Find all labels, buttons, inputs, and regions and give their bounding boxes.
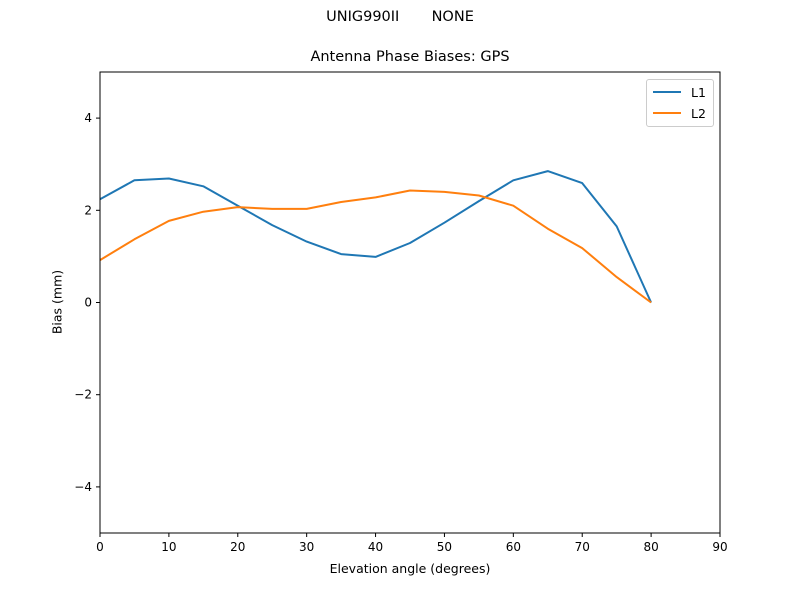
legend-item-l1: L1: [653, 84, 706, 100]
x-tick-label: 50: [437, 540, 452, 554]
series-line-l1: [99, 170, 653, 303]
legend: L1 L2: [646, 79, 714, 127]
x-tick-label: 80: [643, 540, 658, 554]
axes-frame: [99, 71, 721, 534]
x-axis-label: Elevation angle (degrees): [329, 561, 491, 576]
x-tick-label: 30: [299, 540, 314, 554]
y-tick-label: −4: [74, 480, 92, 494]
y-tick-label: 0: [84, 296, 92, 310]
y-axis-label: Bias (mm): [49, 269, 65, 335]
legend-item-l2: L2: [653, 105, 706, 121]
x-tick-label: 40: [368, 540, 383, 554]
l1-line-swatch: [653, 91, 681, 93]
legend-label-l1: L1: [691, 84, 706, 100]
x-tick-label: 60: [506, 540, 521, 554]
y-tick-label: 4: [84, 111, 92, 125]
series-line-l2: [99, 189, 652, 304]
chart-title: Antenna Phase Biases: GPS: [310, 49, 510, 65]
y-tick-label: −2: [74, 388, 92, 402]
x-tick-label: 0: [96, 540, 104, 554]
legend-label-l2: L2: [691, 105, 706, 121]
x-tick-label: 70: [575, 540, 590, 554]
y-tick-label: 2: [84, 203, 92, 217]
figure-suptitle: UNIG990II NONE: [326, 9, 474, 25]
x-tick-label: 90: [712, 540, 727, 554]
x-tick-label: 10: [161, 540, 176, 554]
x-tick-label: 20: [230, 540, 245, 554]
l2-line-swatch: [653, 112, 681, 114]
